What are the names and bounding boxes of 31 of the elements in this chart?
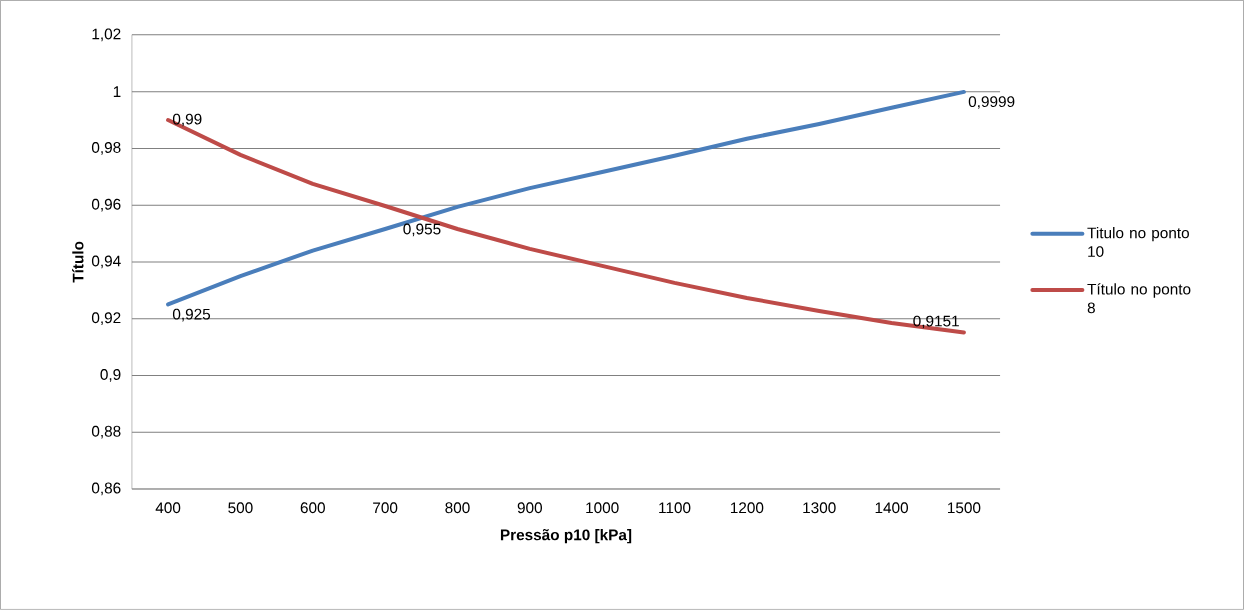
x-tick-label: 1500: [948, 502, 981, 514]
x-axis-title: Pressão p10 [kPa]: [500, 529, 632, 544]
legend-label: Titulo no ponto 10: [1087, 227, 1189, 258]
x-tick-label: 900: [517, 502, 543, 514]
data-label: 0,99: [172, 113, 202, 127]
annotation: 0,955: [403, 223, 441, 237]
y-tick-label: 0,86: [91, 482, 121, 496]
y-tick-label: 1,02: [92, 28, 121, 42]
data-label: 0,9999: [968, 96, 1015, 109]
x-tick-label: 1200: [730, 502, 764, 514]
line-series: [166, 89, 966, 307]
x-tick-label: 400: [155, 502, 181, 514]
x-tick-label: 800: [445, 502, 470, 514]
data-label: 0,925: [172, 308, 211, 322]
y-tick-label: 0,9: [100, 369, 121, 382]
y-tick-label: 1: [113, 86, 121, 97]
x-tick-label: 1000: [586, 502, 619, 514]
y-tick-label: 0,88: [91, 425, 121, 439]
legend-label: Título no ponto 8: [1087, 283, 1191, 314]
x-tick-label: 600: [300, 502, 325, 514]
y-tick-label: 0,92: [91, 312, 121, 326]
x-tick-label: 1400: [875, 502, 908, 514]
x-tick-label: 1300: [803, 502, 836, 514]
y-tick-label: 0,98: [91, 142, 121, 155]
x-tick-label: 1100: [659, 502, 691, 514]
y-axis-title: Título: [72, 241, 84, 283]
y-tick-label: 0,94: [91, 255, 121, 269]
x-tick-label: 700: [373, 502, 398, 514]
y-tick-label: 0,96: [91, 198, 121, 212]
data-label: 0,9151: [913, 315, 959, 329]
x-tick-label: 500: [228, 502, 253, 514]
